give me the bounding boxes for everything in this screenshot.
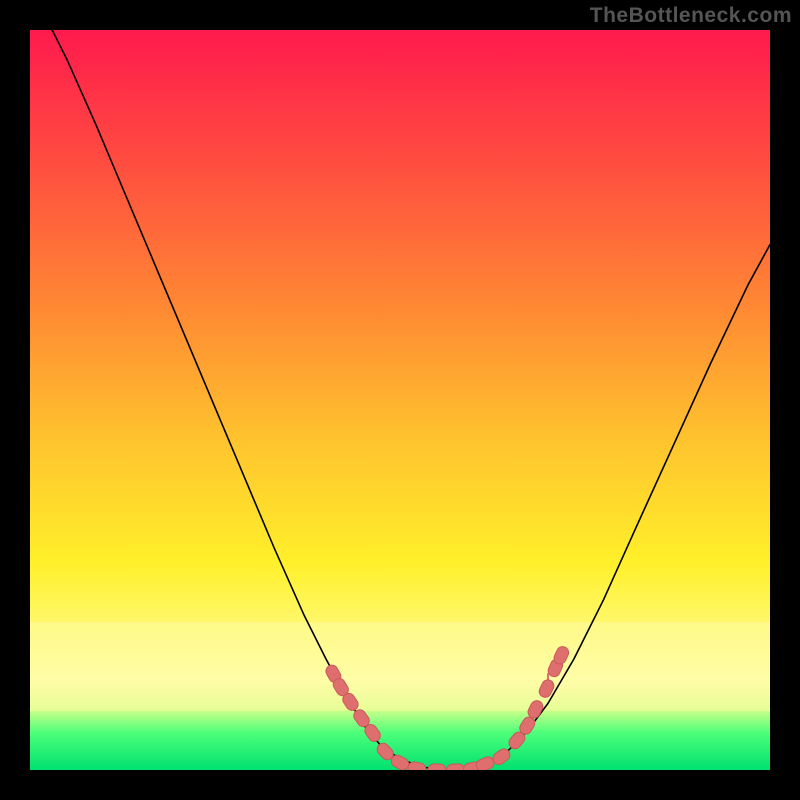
chart-frame: TheBottleneck.com	[0, 0, 800, 800]
plot-area	[30, 30, 770, 770]
watermark-text: TheBottleneck.com	[590, 4, 792, 28]
highlight-band	[30, 622, 770, 711]
plot-svg	[30, 30, 770, 770]
marker	[428, 764, 446, 770]
